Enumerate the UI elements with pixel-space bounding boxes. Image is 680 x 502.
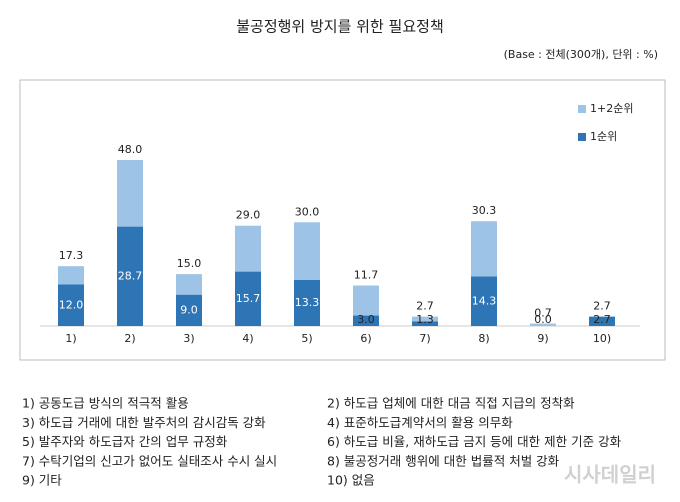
x-tick-label: 7) [419, 332, 430, 345]
x-tick-label: 8) [478, 332, 489, 345]
bar [471, 276, 497, 326]
value-label: 15.7 [236, 292, 261, 305]
value-label: 1.3 [416, 313, 434, 326]
watermark: 시사데일리 [564, 463, 656, 487]
x-tick-label: 6) [360, 332, 371, 345]
legend-swatch [578, 133, 586, 141]
value-label: 12.0 [59, 298, 84, 311]
bar [589, 316, 615, 326]
x-tick-label: 3) [183, 332, 194, 345]
x-tick-label: 4) [242, 332, 253, 345]
bar [176, 294, 202, 326]
bar [235, 271, 261, 326]
value-label: 30.0 [295, 205, 320, 218]
value-label: 29.0 [236, 209, 261, 222]
note: 8) 불공정거래 행위에 대한 법률적 처벌 강화 [327, 453, 560, 468]
value-label: 15.0 [177, 257, 202, 270]
bar [294, 280, 320, 326]
note: 6) 하도급 비율, 재하도급 금지 등에 대한 제한 기준 강화 [327, 434, 622, 449]
x-tick-label: 10) [593, 332, 611, 345]
x-tick-label: 9) [537, 332, 548, 345]
subtitle: (Base : 전체(300개), 단위 : %) [504, 48, 658, 61]
value-label: 9.0 [180, 303, 198, 316]
value-label: 0.7 [534, 307, 552, 320]
note: 3) 하도급 거래에 대한 발주처의 감시감독 강화 [22, 415, 266, 430]
bar [117, 226, 143, 326]
bar [353, 315, 379, 326]
bar [412, 316, 438, 326]
value-label: 11.7 [354, 269, 379, 282]
value-label: 30.3 [472, 204, 497, 217]
value-label: 3.0 [357, 313, 375, 326]
x-tick-label: 5) [301, 332, 312, 345]
note: 1) 공동도급 방식의 적극적 활용 [22, 396, 189, 411]
note: 4) 표준하도급계약서의 활용 의무화 [327, 415, 513, 430]
value-label: 28.7 [118, 269, 143, 282]
note: 2) 하도급 업체에 대한 대금 직접 지급의 정착화 [327, 396, 575, 411]
plot-frame [19, 79, 666, 361]
note: 5) 발주자와 하도급자 간의 업무 규정화 [22, 434, 228, 449]
value-label: 14.3 [472, 294, 497, 307]
legend-label: 1순위 [590, 130, 617, 143]
legend-swatch [578, 105, 586, 113]
value-label: 48.0 [118, 143, 143, 156]
note: 9) 기타 [22, 473, 62, 488]
bar [412, 321, 438, 326]
value-label: 2.7 [593, 313, 611, 326]
chart-title: 불공정행위 방지를 위한 필요정책 [236, 18, 444, 36]
note: 7) 수탁기업의 신고가 없어도 실태조사 수시 실시 [22, 453, 277, 468]
x-tick-label: 2) [124, 332, 135, 345]
bar [530, 323, 556, 326]
legend-label: 1+2순위 [590, 102, 633, 115]
bar [58, 284, 84, 326]
note: 10) 없음 [327, 473, 375, 488]
value-label: 2.7 [593, 300, 611, 313]
value-label: 13.3 [295, 296, 320, 309]
x-tick-label: 1) [65, 332, 76, 345]
value-label: 17.3 [59, 249, 84, 262]
value-label: 0.0 [534, 313, 552, 326]
value-label: 2.7 [416, 300, 434, 313]
